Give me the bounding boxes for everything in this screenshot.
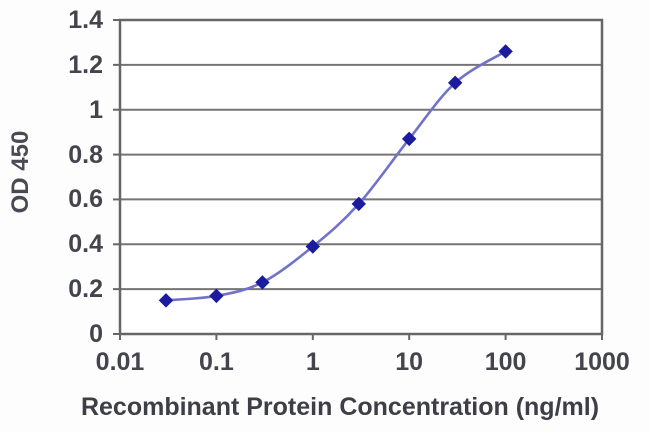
data-point-marker [305, 239, 321, 254]
x-tick-label-0.1: 0.1 [199, 348, 234, 376]
y-tick-label-1: 1 [89, 95, 103, 124]
data-point-marker [255, 275, 270, 290]
y-tick-label-0: 0 [89, 320, 103, 348]
data-point-marker [351, 196, 367, 212]
plot-area-background [120, 20, 602, 334]
x-axis-title: Recombinant Protein Concentration (ng/ml… [80, 393, 600, 421]
y-tick-label-0.4: 0.4 [68, 230, 103, 259]
y-tick-label-0.6: 0.6 [68, 185, 103, 214]
x-tick-label-1: 1 [305, 348, 320, 376]
x-tick-label-100: 100 [484, 348, 527, 376]
x-tick-label-0.01: 0.01 [95, 348, 145, 376]
series-line [164, 50, 507, 302]
y-axis-title: OD 450 [7, 130, 34, 214]
y-tick-label-0.2: 0.2 [68, 275, 103, 304]
data-point-marker [158, 293, 174, 308]
x-tick-label-10: 10 [395, 348, 424, 376]
data-point-marker [209, 288, 224, 304]
x-tick-label-1000: 1000 [574, 348, 630, 376]
y-tick-label-1.2: 1.2 [68, 50, 103, 79]
y-tick-label-1.4: 1.4 [68, 6, 103, 34]
plot-area-border [118, 18, 604, 336]
data-point-marker [498, 44, 513, 59]
data-point-marker [401, 131, 417, 147]
data-point-marker [447, 75, 463, 91]
y-tick-label-0.8: 0.8 [68, 140, 103, 169]
